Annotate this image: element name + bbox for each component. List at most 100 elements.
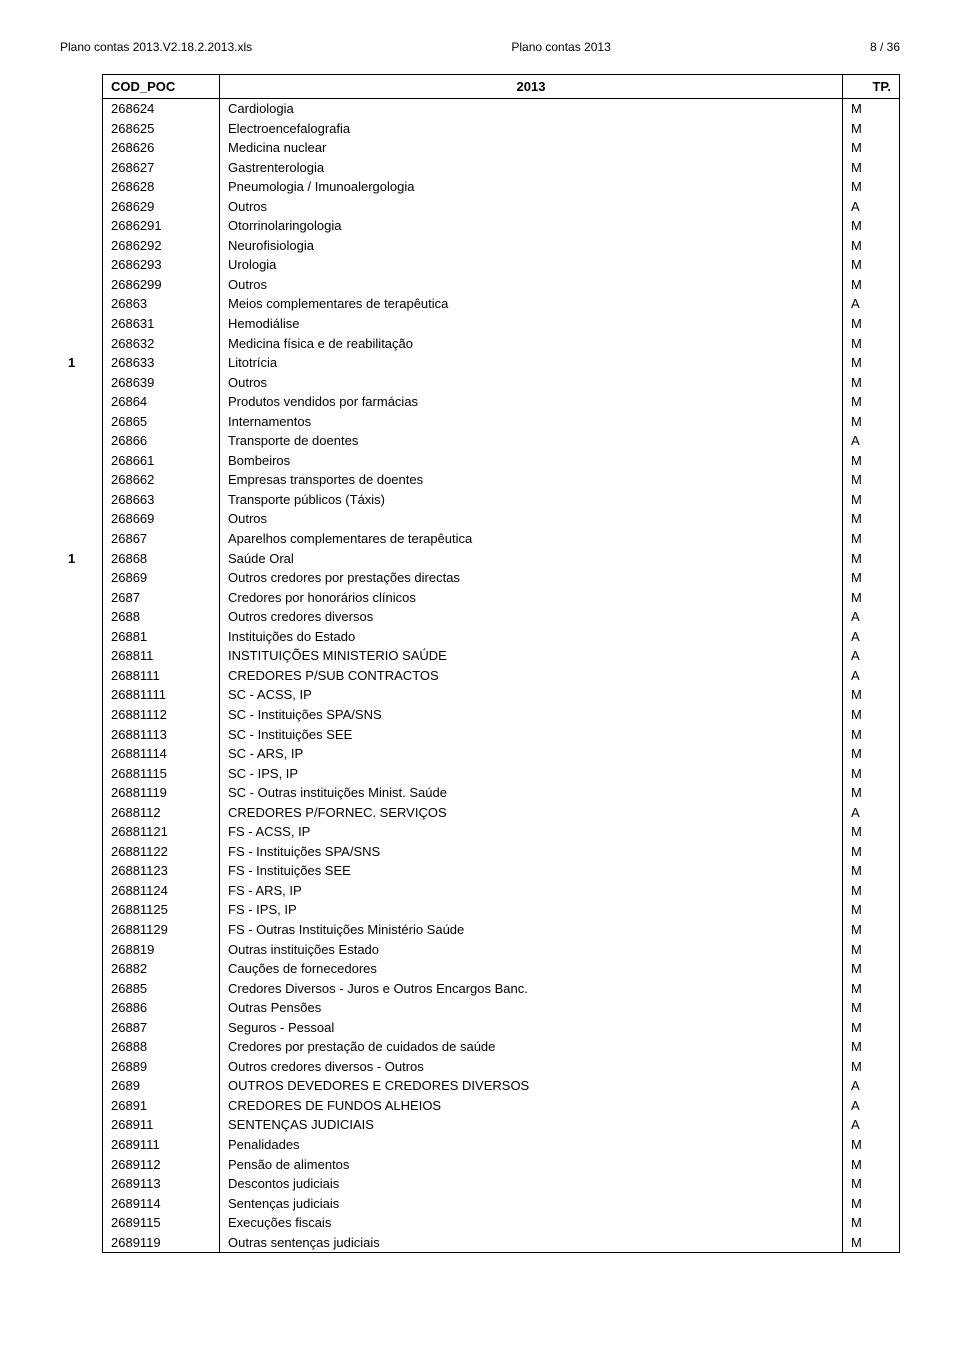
row-index [60, 607, 103, 627]
row-tp: M [843, 529, 900, 549]
row-index [60, 1115, 103, 1135]
row-code: 2688 [103, 607, 220, 627]
row-tp: M [843, 490, 900, 510]
row-tp: M [843, 1135, 900, 1155]
row-index [60, 783, 103, 803]
row-index [60, 451, 103, 471]
row-code: 26866 [103, 431, 220, 451]
row-tp: M [843, 1194, 900, 1214]
table-row: 26888Credores por prestação de cuidados … [60, 1037, 900, 1057]
row-code: 2689112 [103, 1155, 220, 1175]
row-tp: M [843, 255, 900, 275]
row-code: 2689119 [103, 1233, 220, 1253]
row-code: 26865 [103, 412, 220, 432]
row-tp: M [843, 158, 900, 178]
row-description: Pensão de alimentos [220, 1155, 843, 1175]
row-tp: A [843, 666, 900, 686]
row-code: 26881 [103, 627, 220, 647]
row-code: 2689114 [103, 1194, 220, 1214]
row-description: Produtos vendidos por farmácias [220, 392, 843, 412]
row-index [60, 119, 103, 139]
row-description: Litotrícia [220, 353, 843, 373]
row-description: Outros credores diversos - Outros [220, 1057, 843, 1077]
table-header-row: COD_POC 2013 TP. [60, 75, 900, 99]
row-description: Cauções de fornecedores [220, 959, 843, 979]
row-code: 26881125 [103, 900, 220, 920]
row-description: Cardiologia [220, 99, 843, 119]
row-description: Pneumologia / Imunoalergologia [220, 177, 843, 197]
row-code: 268663 [103, 490, 220, 510]
table-row: 26881122FS - Instituições SPA/SNSM [60, 842, 900, 862]
row-tp: A [843, 197, 900, 217]
row-code: 2686299 [103, 275, 220, 295]
row-tp: M [843, 900, 900, 920]
row-tp: M [843, 842, 900, 862]
row-index [60, 685, 103, 705]
row-code: 26881115 [103, 764, 220, 784]
row-index [60, 646, 103, 666]
row-tp: M [843, 822, 900, 842]
table-row: 268625ElectroencefalografiaM [60, 119, 900, 139]
row-description: Meios complementares de terapêutica [220, 294, 843, 314]
table-row: 2689112Pensão de alimentosM [60, 1155, 900, 1175]
row-description: Outros credores por prestações directas [220, 568, 843, 588]
row-index [60, 431, 103, 451]
row-tp: M [843, 959, 900, 979]
row-code: 268629 [103, 197, 220, 217]
row-tp: M [843, 119, 900, 139]
table-row: 26881115SC - IPS, IPM [60, 764, 900, 784]
row-code: 2689111 [103, 1135, 220, 1155]
row-tp: M [843, 509, 900, 529]
row-code: 26881122 [103, 842, 220, 862]
row-description: FS - Instituições SEE [220, 861, 843, 881]
table-row: 26881119SC - Outras instituições Minist.… [60, 783, 900, 803]
table-row: 268626Medicina nuclearM [60, 138, 900, 158]
row-index [60, 158, 103, 178]
row-code: 26881124 [103, 881, 220, 901]
row-code: 26881119 [103, 783, 220, 803]
row-code: 26891 [103, 1096, 220, 1116]
row-description: Descontos judiciais [220, 1174, 843, 1194]
row-code: 26888 [103, 1037, 220, 1057]
row-tp: M [843, 314, 900, 334]
table-row: 26881123FS - Instituições SEEM [60, 861, 900, 881]
row-index [60, 470, 103, 490]
row-tp: M [843, 764, 900, 784]
row-tp: M [843, 979, 900, 999]
row-tp: M [843, 588, 900, 608]
row-index [60, 1233, 103, 1253]
row-index [60, 842, 103, 862]
table-row: 2686292NeurofisiologiaM [60, 236, 900, 256]
row-description: Internamentos [220, 412, 843, 432]
row-tp: A [843, 803, 900, 823]
row-code: 2689115 [103, 1213, 220, 1233]
table-row: 268632Medicina física e de reabilitaçãoM [60, 334, 900, 354]
row-index [60, 197, 103, 217]
row-code: 268632 [103, 334, 220, 354]
row-tp: M [843, 236, 900, 256]
row-description: FS - ARS, IP [220, 881, 843, 901]
table-row: 26887 Seguros - PessoalM [60, 1018, 900, 1038]
row-index [60, 900, 103, 920]
row-index: 1 [60, 353, 103, 373]
row-tp: M [843, 1057, 900, 1077]
row-code: 268625 [103, 119, 220, 139]
table-row: 268661BombeirosM [60, 451, 900, 471]
row-index [60, 1174, 103, 1194]
row-description: Outros credores diversos [220, 607, 843, 627]
row-description: Credores por prestação de cuidados de sa… [220, 1037, 843, 1057]
row-description: Credores Diversos - Juros e Outros Encar… [220, 979, 843, 999]
row-code: 26863 [103, 294, 220, 314]
row-tp: M [843, 177, 900, 197]
row-tp: M [843, 940, 900, 960]
row-code: 268639 [103, 373, 220, 393]
row-description: Outras sentenças judiciais [220, 1233, 843, 1253]
row-description: FS - IPS, IP [220, 900, 843, 920]
row-tp: M [843, 412, 900, 432]
table-row: 26869Outros credores por prestações dire… [60, 568, 900, 588]
row-code: 26868 [103, 549, 220, 569]
row-index [60, 99, 103, 119]
row-tp: M [843, 861, 900, 881]
row-tp: M [843, 1018, 900, 1038]
table-row: 2689115Execuções fiscaisM [60, 1213, 900, 1233]
